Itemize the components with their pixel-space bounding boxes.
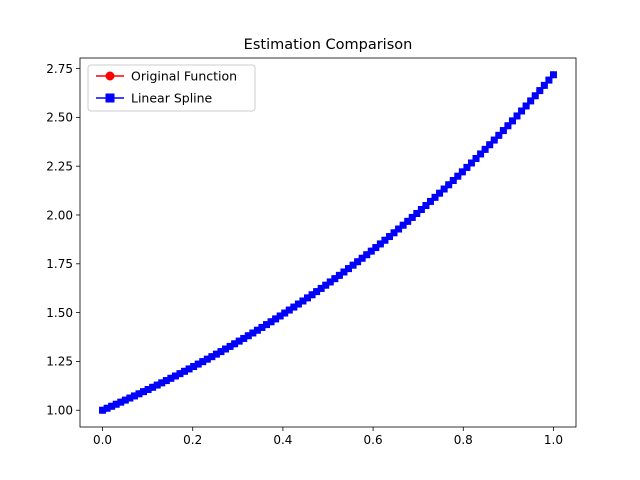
data-point xyxy=(408,213,416,221)
data-point xyxy=(486,141,494,149)
data-point xyxy=(499,127,507,135)
data-point xyxy=(385,233,393,241)
data-point xyxy=(481,145,489,153)
data-point xyxy=(522,102,530,110)
data-point xyxy=(376,240,384,248)
data-point xyxy=(477,150,485,158)
data-point xyxy=(518,107,526,115)
data-point xyxy=(545,76,553,84)
y-tick-label: 1.50 xyxy=(46,306,73,320)
x-tick-label: 0.0 xyxy=(93,433,112,447)
plot-area xyxy=(99,71,557,414)
data-point xyxy=(458,168,466,176)
data-point xyxy=(390,229,398,237)
data-point xyxy=(399,221,407,229)
data-point xyxy=(540,81,548,89)
series-linear-spline xyxy=(99,71,557,414)
data-point xyxy=(431,193,439,201)
data-point xyxy=(527,97,535,105)
data-point xyxy=(363,251,371,259)
x-tick-label: 0.2 xyxy=(183,433,202,447)
legend-marker xyxy=(105,93,115,103)
data-point xyxy=(372,244,380,252)
chart-title: Estimation Comparison xyxy=(244,37,413,53)
data-point xyxy=(358,254,366,262)
data-point xyxy=(404,217,412,225)
data-point xyxy=(436,189,444,197)
legend-label: Linear Spline xyxy=(131,91,213,106)
axes-frame xyxy=(79,57,577,428)
y-tick-label: 1.25 xyxy=(46,355,73,369)
legend: Original Function Linear Spline xyxy=(87,64,256,112)
legend-label: Original Function xyxy=(131,69,237,84)
data-point xyxy=(449,177,457,185)
x-tick-label: 1.0 xyxy=(544,433,563,447)
legend-box xyxy=(87,64,256,112)
data-point xyxy=(513,112,521,120)
data-point xyxy=(504,122,512,130)
data-point xyxy=(454,172,462,180)
data-point xyxy=(463,163,471,171)
data-point xyxy=(445,181,453,189)
y-tick-label: 2.25 xyxy=(46,159,73,173)
data-point xyxy=(508,117,516,125)
legend-item: Linear Spline xyxy=(96,91,213,106)
data-point xyxy=(367,247,375,255)
data-point xyxy=(490,136,498,144)
data-point xyxy=(536,87,544,95)
x-tick-label: 0.4 xyxy=(273,433,292,447)
data-point xyxy=(495,131,503,139)
data-point xyxy=(426,197,434,205)
y-tick-label: 1.75 xyxy=(46,257,73,271)
data-point xyxy=(417,206,425,214)
data-point xyxy=(413,209,421,217)
y-tick-label: 1.00 xyxy=(46,404,73,418)
data-point xyxy=(467,159,475,167)
data-point xyxy=(472,154,480,162)
axes: 0.0 0.2 0.4 0.6 0.8 1.0 1.00 1.25 1.50 1.75 2.00 2.… xyxy=(46,57,577,447)
x-tick-label: 0.6 xyxy=(364,433,383,447)
y-tick-label: 2.75 xyxy=(46,62,73,76)
legend-marker xyxy=(105,71,115,81)
data-point xyxy=(381,236,389,244)
legend-item: Original Function xyxy=(96,69,237,84)
data-point xyxy=(531,92,539,100)
data-point xyxy=(422,201,430,209)
y-tick-label: 2.00 xyxy=(46,208,73,222)
data-point xyxy=(395,225,403,233)
y-tick-label: 2.50 xyxy=(46,111,73,125)
data-point xyxy=(549,71,557,79)
x-tick-label: 0.8 xyxy=(454,433,473,447)
data-point xyxy=(440,185,448,193)
